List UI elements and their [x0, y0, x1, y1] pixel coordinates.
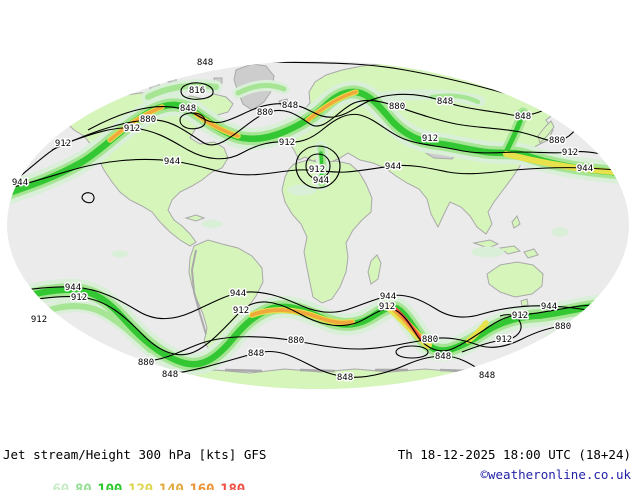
contour-closed-hudson: [179, 112, 206, 130]
contour-label: 944: [313, 176, 329, 186]
contour-label: 912: [422, 134, 438, 144]
contour-880-north: [51, 99, 583, 151]
world-map: 848 816 848 880 912 912 944 944 880 848 …: [7, 57, 629, 389]
contour-label: 944: [164, 157, 180, 167]
arctic-island: [167, 76, 177, 83]
jet-core-satlantic: [250, 308, 354, 325]
contour-label: 880: [288, 336, 304, 346]
contour-label: 880: [257, 108, 273, 118]
contour-label: 880: [422, 335, 438, 345]
contour-label: 880: [389, 102, 405, 112]
madagascar: [367, 254, 382, 285]
chart-title: Jet stream/Height 300 hPa [kts] GFS: [3, 447, 267, 462]
jet-nafrica-low: [319, 151, 324, 181]
contour-label: 912: [124, 124, 140, 134]
contour-label: 880: [138, 358, 154, 368]
contour-848-north: [87, 93, 563, 131]
contour-label: 848: [282, 101, 298, 111]
contour-label: 848: [248, 349, 264, 359]
contour-label: 848: [180, 104, 196, 114]
legend-value-180: 180: [220, 482, 245, 490]
jet-aus-lower-streak: [553, 325, 629, 352]
mint-patch: [471, 246, 505, 258]
contour-label: 880: [549, 136, 565, 146]
contour-label: 944: [65, 283, 81, 293]
contour-label: 848: [197, 58, 213, 68]
contour-944-north: [7, 158, 629, 191]
contour-labels: 848 816 848 880 912 912 944 944 880 848 …: [10, 57, 594, 385]
contour-label: 944: [385, 162, 401, 172]
contour-label: 912: [562, 148, 578, 158]
contour-label: 880: [140, 115, 156, 125]
legend-value-160: 160: [189, 482, 215, 490]
contour-816-low: [180, 82, 214, 100]
contour-label: 944: [230, 289, 246, 299]
caribbean: [184, 214, 206, 222]
contour-912-south: [7, 295, 629, 356]
contour-848-south-closed: [395, 345, 429, 359]
contour-label: 912: [31, 315, 47, 325]
new-zealand: [599, 293, 615, 313]
legend-value-140: 140: [158, 482, 184, 490]
contour-label: 848: [515, 112, 531, 122]
jet-bering-patch: [591, 111, 629, 165]
contour-label: 912: [496, 335, 512, 345]
legend-value-100: 100: [97, 482, 123, 490]
contour-label: 880: [555, 322, 571, 332]
copyright-watermark: ©weatheronline.co.uk: [480, 467, 631, 482]
africa: [281, 159, 373, 304]
contour-nafrica-inner: [305, 153, 331, 180]
contour-label: 912: [233, 306, 249, 316]
contour-label: 912: [379, 302, 395, 312]
jet-bering-patch: [595, 115, 629, 161]
contour-912-south-hook: [461, 314, 522, 353]
legend-value-80: 80: [74, 482, 92, 490]
contour-lines: [7, 61, 629, 380]
contour-label: 848: [337, 373, 353, 383]
contour-912-north: [17, 113, 621, 179]
contour-label: 912: [512, 311, 528, 321]
footer: Jet stream/Height 300 hPa [kts] GFS Th 1…: [0, 444, 634, 490]
jet-core-scandinavia: [306, 90, 358, 122]
indonesia: [472, 215, 539, 259]
tasmania: [520, 298, 529, 307]
contour-label: 912: [309, 165, 325, 175]
mint-patch: [287, 184, 317, 196]
mint-patch: [550, 227, 570, 237]
contour-label: 912: [279, 138, 295, 148]
mint-patch: [7, 343, 67, 377]
legend-value-60: 60: [52, 482, 69, 490]
contour-closed-west: [81, 192, 95, 204]
contour-label: 944: [380, 292, 396, 302]
jet-siberia: [429, 93, 481, 105]
wind-speed-legend: 60 80 100 120 140 160 180: [3, 466, 251, 490]
contour-label: 912: [71, 293, 87, 303]
contour-label: 848: [435, 352, 451, 362]
contour-label: 848: [479, 371, 495, 381]
jet-aus-lower-streak: [555, 327, 629, 350]
legend-value-120: 120: [128, 482, 153, 490]
jet-labrador-fold: [235, 83, 287, 96]
contour-label: 944: [541, 302, 557, 312]
contour-label: 816: [189, 86, 205, 96]
contour-label: 944: [577, 164, 593, 174]
contour-label: 848: [162, 370, 178, 380]
mint-patch: [111, 250, 129, 258]
andes: [190, 249, 207, 335]
contour-label: 848: [437, 97, 453, 107]
contour-label: 912: [55, 139, 71, 149]
datetime-label: Th 18-12-2025 18:00 UTC (18+24): [397, 447, 631, 462]
contour-944-south: [7, 286, 629, 320]
jet-japan-branch: [503, 110, 526, 155]
contour-label: 944: [12, 178, 28, 188]
contour-nafrica-outer: [295, 145, 341, 189]
mint-patch: [201, 219, 223, 229]
australia: [486, 261, 544, 298]
japan: [537, 120, 555, 144]
